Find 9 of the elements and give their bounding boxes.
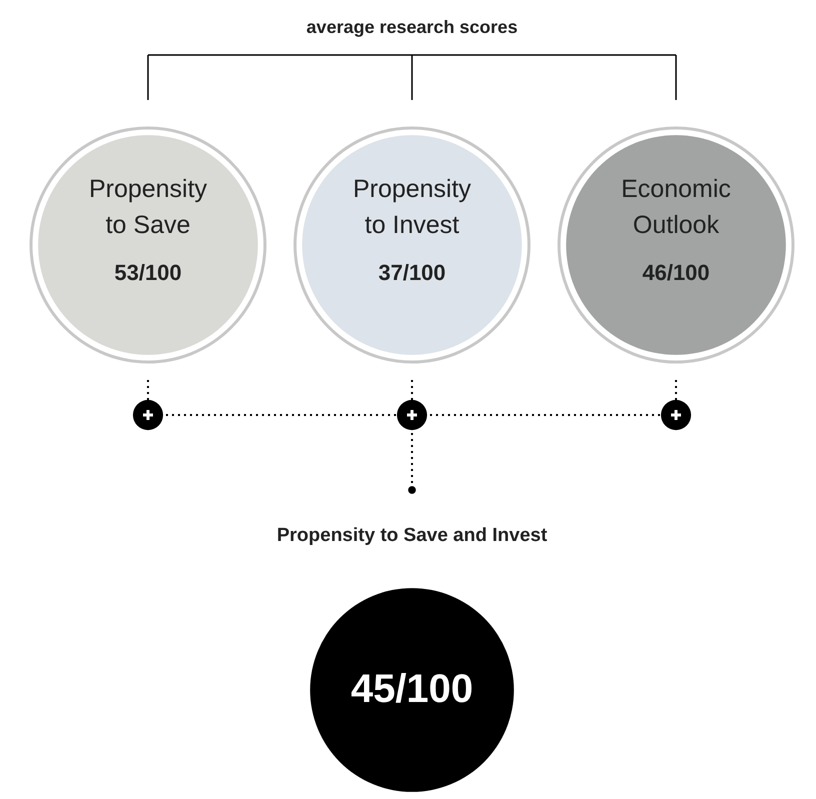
category-label: Propensity to Save and Invest <box>276 525 548 546</box>
category-label: Propensity to Invest <box>352 175 472 239</box>
text: average research scores <box>306 17 518 37</box>
category-label: Propensity to Save <box>88 175 208 239</box>
data-label: 37/100 <box>378 260 446 285</box>
category-label: Economic Outlook <box>621 175 731 239</box>
data-label: 45/100 <box>350 667 474 711</box>
data-label: 53/100 <box>114 260 182 285</box>
data-label: 46/100 <box>642 260 710 285</box>
